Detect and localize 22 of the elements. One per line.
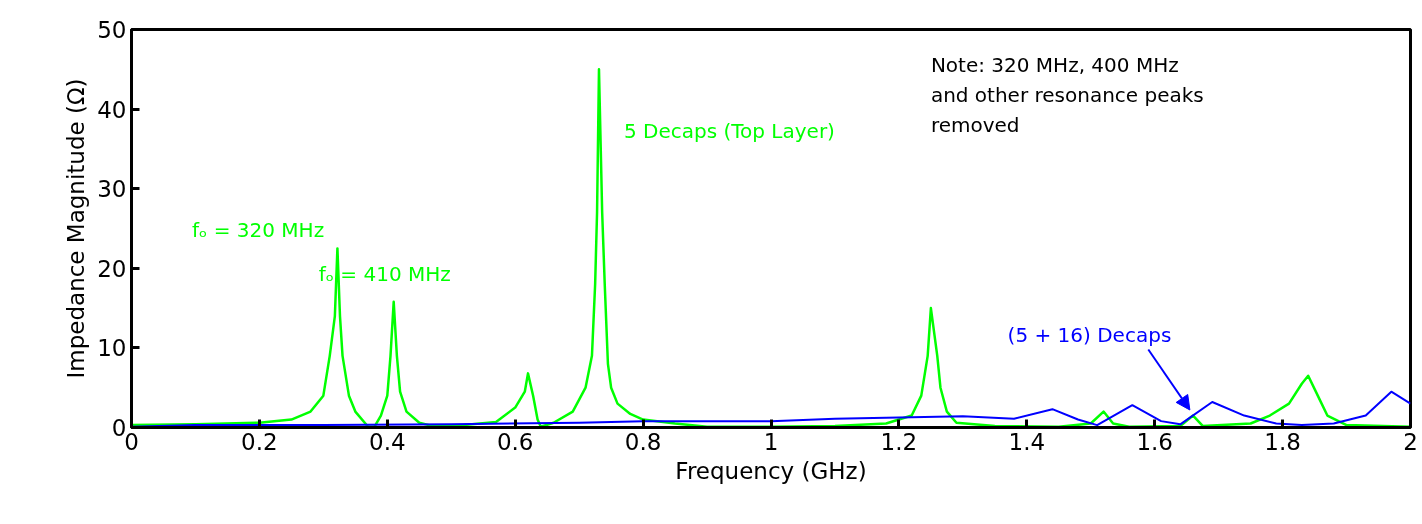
annotation: fₒ = 410 MHz xyxy=(318,261,451,286)
x-tick-label: 0.6 xyxy=(496,428,534,455)
text: (5 + 16) Decaps xyxy=(1007,323,1172,348)
y-tick-label: 20 xyxy=(97,255,127,282)
y-tick-label: 10 xyxy=(97,335,127,362)
y-tick-label: 50 xyxy=(97,17,127,43)
x-tick-label: 2 xyxy=(1403,428,1418,455)
x-tick-label: 0.8 xyxy=(624,428,662,455)
x-tick-label: 1.2 xyxy=(880,428,918,455)
x-tick-label: 1.4 xyxy=(1008,428,1046,455)
x-axis-title: Frequency (GHz) xyxy=(675,457,867,484)
y-tick-label: 30 xyxy=(97,176,127,203)
y-axis-title: Impedance Magnitude (Ω) xyxy=(63,78,90,379)
x-tick-label: 0.4 xyxy=(369,428,406,455)
series-label: 5 Decaps (Top Layer) xyxy=(623,119,835,144)
x-tick-label: 0.2 xyxy=(241,428,278,455)
annotation: fₒ = 320 MHz xyxy=(192,218,325,243)
annotation: Note: 320 MHz, 400 MHz and other resonance peaks removed xyxy=(930,53,1204,138)
x-tick-label: 1.6 xyxy=(1136,428,1173,455)
x-tick-label: 1 xyxy=(763,428,779,455)
y-tick-label: 40 xyxy=(97,96,127,123)
x-tick-label: 1.8 xyxy=(1264,428,1301,455)
